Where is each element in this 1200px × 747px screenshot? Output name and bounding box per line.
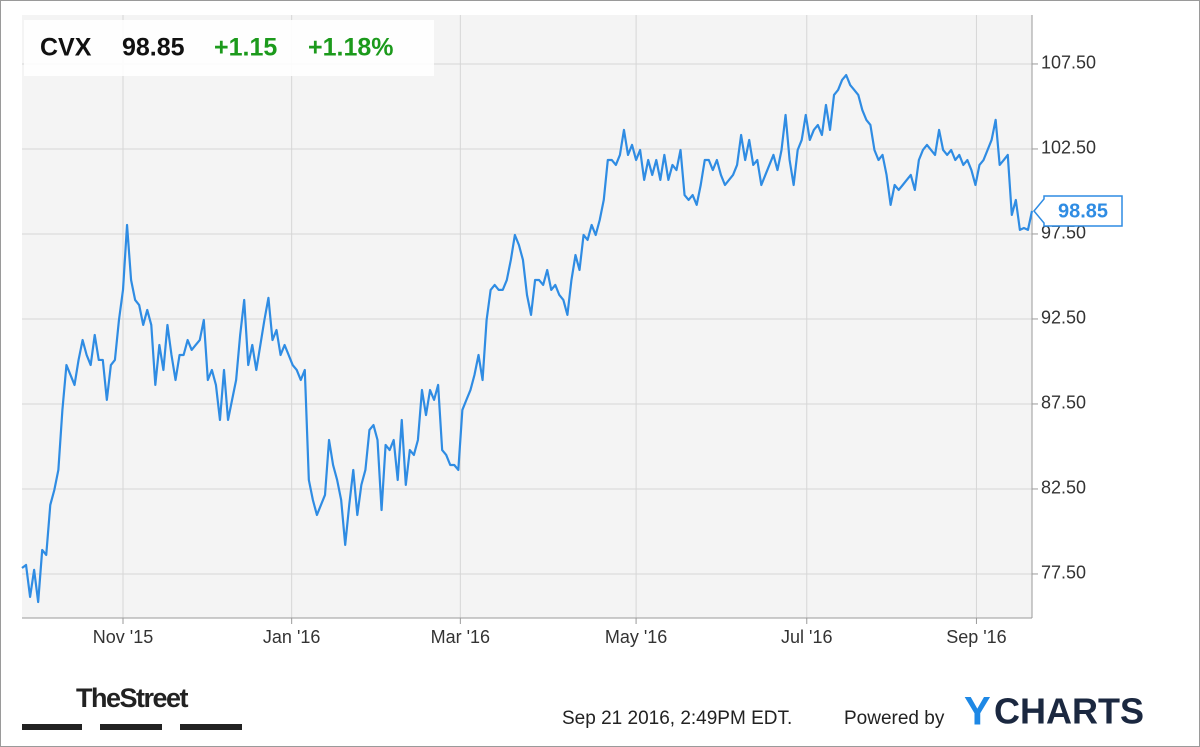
- header-box: [24, 20, 434, 76]
- change-pct: +1.18%: [308, 34, 394, 62]
- y-tick-label: 102.50: [1041, 138, 1096, 158]
- x-tick-label: Sep '16: [946, 627, 1007, 647]
- brand-rest: CHARTS: [994, 691, 1144, 732]
- y-tick-label: 92.50: [1041, 308, 1086, 328]
- x-tick-label: Mar '16: [431, 627, 490, 647]
- y-tick-label: 107.50: [1041, 53, 1096, 73]
- logo-bar: [100, 724, 162, 730]
- last-value-box: [1033, 195, 1123, 227]
- x-tick-label: Jul '16: [781, 627, 832, 647]
- x-tick-label: May '16: [605, 627, 667, 647]
- price-line: [21, 73, 1034, 604]
- change: +1.15: [214, 34, 277, 62]
- y-tick-label: 82.50: [1041, 478, 1086, 498]
- last-value-label: 98.85: [1058, 200, 1108, 222]
- x-tick-label: Nov '15: [93, 627, 153, 647]
- plot-area: [22, 15, 1032, 618]
- timestamp: Sep 21 2016, 2:49PM EDT.: [562, 708, 792, 729]
- logo-bar: [22, 724, 82, 730]
- powered-by: Powered by: [844, 708, 945, 729]
- y-tick-label: 77.50: [1041, 563, 1086, 583]
- brand-y: Y: [964, 690, 991, 734]
- source-logo: TheStreet: [76, 683, 189, 713]
- y-tick-label: 97.50: [1041, 223, 1086, 243]
- price: 98.85: [122, 34, 185, 62]
- ticker: CVX: [40, 34, 92, 62]
- y-tick-label: 87.50: [1041, 393, 1086, 413]
- logo-bar: [180, 724, 242, 730]
- x-tick-label: Jan '16: [263, 627, 320, 647]
